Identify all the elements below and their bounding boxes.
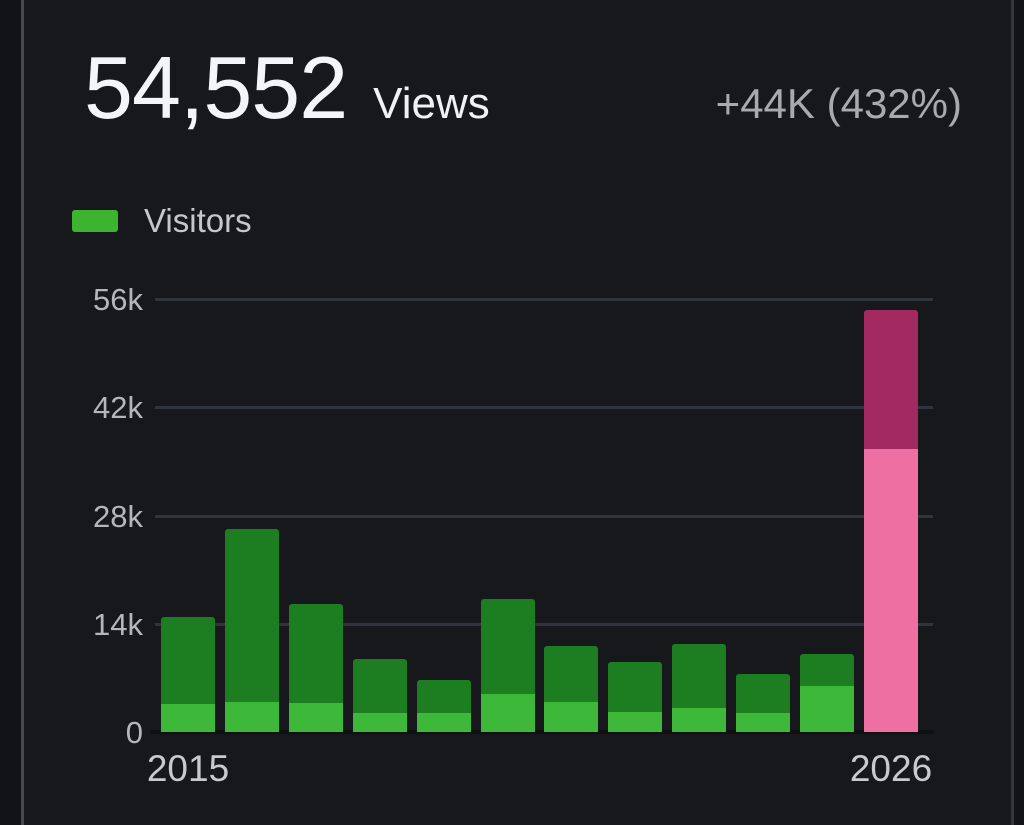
visitors-segment-2016: [225, 702, 279, 732]
x-axis-line: [150, 730, 933, 734]
visitors-segment-2019: [417, 713, 471, 732]
views-count: 54,552: [84, 38, 348, 137]
visitors-segment-2021: [544, 702, 598, 732]
bar-2019[interactable]: [417, 680, 471, 732]
bar-2026[interactable]: [864, 310, 918, 732]
x-axis-label-end: 2026: [849, 748, 933, 789]
visitors-segment-2024: [736, 713, 790, 732]
gridline-28k: [155, 514, 933, 518]
bar-2020[interactable]: [481, 599, 535, 732]
bar-2025[interactable]: [800, 654, 854, 732]
visitors-segment-2017: [289, 703, 343, 732]
views-delta: +44K (432%): [715, 80, 962, 127]
right-edge-border: [1011, 0, 1014, 825]
y-axis-label-56k: 56k: [93, 282, 143, 317]
visitors-segment-2026: [864, 449, 918, 732]
bar-2021[interactable]: [544, 646, 598, 732]
chart-plot-area: [150, 298, 933, 734]
gridline-42k: [155, 406, 933, 410]
bar-2017[interactable]: [289, 604, 343, 732]
gridline-56k: [155, 298, 933, 301]
y-axis-label-0: 0: [125, 715, 143, 750]
gridline-14k: [155, 622, 933, 626]
bar-2024[interactable]: [736, 674, 790, 732]
visitors-legend-swatch: [72, 210, 118, 232]
y-axis-label-14k: 14k: [93, 606, 143, 642]
visitors-segment-2025: [800, 686, 854, 732]
bar-2018[interactable]: [353, 659, 407, 732]
chart-legend: Visitors: [72, 202, 252, 240]
bar-2016[interactable]: [225, 529, 279, 732]
left-edge-border: [21, 0, 24, 825]
stats-header: 54,552 Views +44K (432%): [0, 0, 1024, 132]
bar-2022[interactable]: [608, 662, 662, 732]
bar-2015[interactable]: [161, 617, 215, 732]
visitors-segment-2022: [608, 712, 662, 732]
visitors-segment-2020: [481, 694, 535, 732]
visitors-segment-2015: [161, 704, 215, 732]
visitors-segment-2023: [672, 708, 726, 732]
y-axis-label-28k: 28k: [93, 498, 143, 534]
views-label: Views: [373, 79, 490, 128]
x-axis-label-start: 2015: [146, 748, 230, 789]
y-axis-label-42k: 42k: [93, 390, 143, 426]
visitors-segment-2018: [353, 713, 407, 732]
bar-2023[interactable]: [672, 644, 726, 732]
visitors-legend-label: Visitors: [144, 202, 252, 239]
